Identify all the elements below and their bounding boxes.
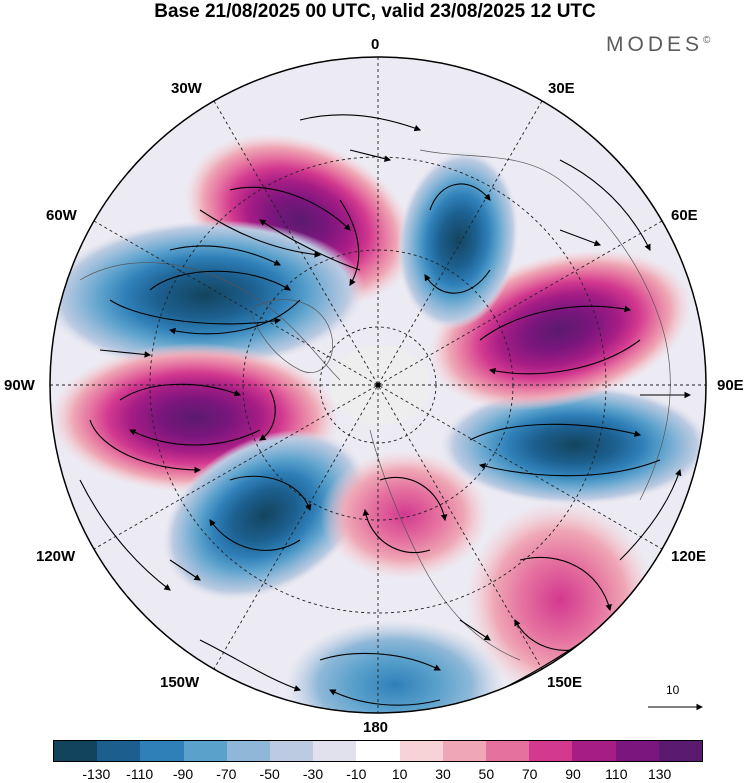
- vector-reference-label: 10: [666, 683, 680, 697]
- anomaly-east-siberia-low: [440, 385, 706, 505]
- coastline-greenland: [249, 299, 333, 373]
- lon-label-0: 0: [371, 36, 380, 53]
- modes-logo: MODES©: [606, 33, 710, 57]
- colorbar-segment: [486, 741, 530, 761]
- lon-label-120e: 120E: [671, 548, 707, 565]
- colorbar-segment: [313, 741, 357, 761]
- colorbar-segment: [399, 741, 443, 761]
- lon-label-120w: 120W: [36, 548, 76, 565]
- colorbar-tick-label: 50: [478, 766, 495, 782]
- vector-reference: 10: [646, 683, 706, 713]
- north-pole-marker: [375, 382, 381, 388]
- colorbar-tick-label: -10: [346, 766, 367, 782]
- lon-label-150w: 150W: [160, 674, 200, 691]
- colorbar-tick-label: 30: [435, 766, 451, 782]
- logo-mark: ©: [703, 35, 711, 46]
- colorbar-segment: [140, 741, 184, 761]
- anomaly-north-america-low: [50, 219, 365, 371]
- colorbar-segment: [572, 741, 616, 761]
- colorbar-segment: [183, 741, 227, 761]
- colorbar-tick-label: 130: [647, 766, 672, 782]
- colorbar: [53, 740, 703, 762]
- colorbar-segment: [54, 741, 98, 761]
- colorbar-tick-label: 70: [521, 766, 538, 782]
- map-border: [49, 56, 707, 714]
- colorbar-segment: [658, 741, 703, 761]
- colorbar-segment: [615, 741, 659, 761]
- lon-label-60e: 60E: [671, 207, 698, 224]
- colorbar-tick-label: -90: [172, 766, 194, 782]
- lon-label-60w: 60W: [46, 207, 77, 224]
- anomaly-north-pacific-west-low: [285, 620, 505, 713]
- coastline-siberia: [369, 429, 521, 661]
- logo-text: MODES: [606, 33, 704, 56]
- colorbar-tick-label: -50: [259, 766, 280, 782]
- lon-label-180: 180: [363, 719, 389, 736]
- lon-label-90w: 90W: [4, 377, 35, 394]
- reference-arrow-icon: [648, 703, 704, 711]
- colorbar-tick-label: -110: [126, 766, 154, 782]
- colorbar-segment: [226, 741, 271, 761]
- colorbar-tick-label: -70: [216, 766, 237, 782]
- coastline-canada: [79, 262, 341, 381]
- colorbar-tick-label: 90: [565, 766, 581, 782]
- anomaly-bering-sea-high: [320, 450, 490, 580]
- colorbar-tick-label: -130: [82, 766, 111, 782]
- map-disc: [50, 57, 706, 713]
- colorbar-segment: [97, 741, 141, 761]
- colorbar-segment: [270, 741, 314, 761]
- colorbar-tick-label: -30: [302, 766, 324, 782]
- colorbar-tick-label: 110: [605, 766, 628, 782]
- lon-label-90e: 90E: [717, 377, 744, 394]
- wind-vectors: [79, 114, 692, 706]
- colorbar-ticks: -130 -110 -90 -70 -50 -30 -10 10 30 50 70 90 110 130: [53, 766, 703, 783]
- colorbar-segment: [356, 741, 400, 761]
- lon-label-30w: 30W: [171, 80, 202, 97]
- map-title: Base 21/08/2025 00 UTC, valid 23/08/2025…: [154, 1, 596, 22]
- anomaly-north-pacific-low: [162, 429, 368, 601]
- colorbar-tick-label: 10: [391, 766, 408, 782]
- lon-label-30e: 30E: [548, 80, 575, 97]
- colorbar-segment: [529, 741, 573, 761]
- colorbar-segment: [442, 741, 487, 761]
- coastline-eurasia: [419, 149, 671, 501]
- lon-label-150e: 150E: [547, 674, 583, 691]
